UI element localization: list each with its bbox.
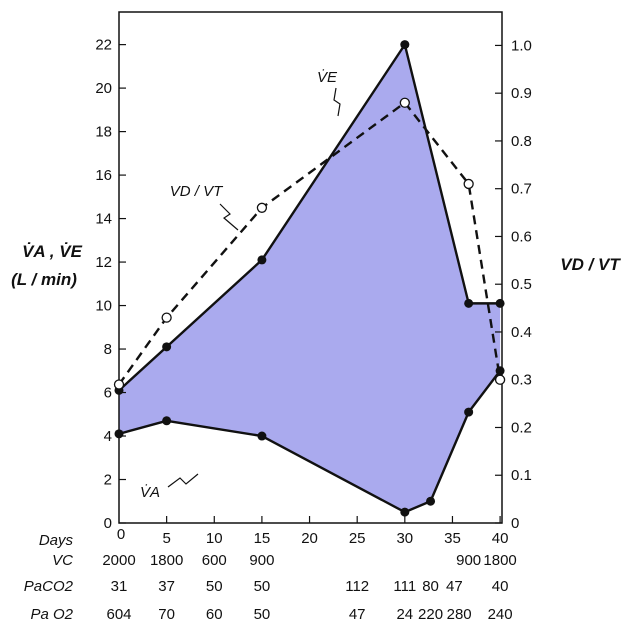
- table-vc-4: 900: [456, 552, 481, 569]
- x-tick-label-0: 0: [117, 526, 125, 543]
- x-tick-label-15: 15: [254, 530, 271, 547]
- left-tick-label-18: 18: [95, 124, 112, 141]
- right-axis-title: VD / VT: [560, 255, 621, 274]
- x-tick-label-30: 30: [396, 530, 413, 547]
- table-paco2-3: 50: [254, 578, 271, 595]
- vd-vt-point-1: [161, 312, 172, 323]
- va-label: V̇A: [140, 484, 160, 501]
- left-tick-label-0: 0: [104, 515, 112, 532]
- left-tick-label-20: 20: [95, 80, 112, 97]
- row-label-vc: VC: [52, 552, 73, 569]
- shaded-area: [119, 44, 501, 513]
- table-pao2-8: 240: [488, 606, 513, 623]
- table-paco2-2: 50: [206, 578, 223, 595]
- left-axis-unit: (L / min): [11, 270, 77, 289]
- table-vc-1: 1800: [150, 552, 183, 569]
- x-tick-label-40: 40: [492, 530, 509, 547]
- left-tick-label-16: 16: [95, 167, 112, 184]
- right-tick-label-9: 0.9: [511, 85, 532, 102]
- table-pao2-6: 220: [418, 606, 443, 623]
- vd-vt-leader: [219, 203, 239, 231]
- table-paco2-6: 80: [422, 578, 439, 595]
- table-vc-3: 900: [249, 552, 274, 569]
- right-tick-label-10: 1.0: [511, 37, 532, 54]
- vd-vt-point-2: [256, 202, 268, 213]
- table-paco2-1: 37: [158, 578, 175, 595]
- ve-leader: [333, 87, 341, 117]
- right-tick-label-3: 0.3: [511, 372, 532, 389]
- vd-vt-line: [118, 101, 502, 386]
- row-label-paco2: PaCO2: [24, 578, 74, 595]
- table-paco2-8: 40: [492, 578, 509, 595]
- ve-label: V̇E: [317, 69, 338, 86]
- left-tick-label-22: 22: [95, 37, 112, 54]
- left-axis-title: V̇A , V̇E: [22, 242, 82, 261]
- ve-point-5: [495, 298, 505, 308]
- table-pao2-5: 24: [396, 606, 413, 623]
- table-pao2-2: 60: [206, 606, 223, 623]
- left-tick-label-2: 2: [104, 472, 112, 489]
- table-paco2-4: 112: [345, 578, 369, 595]
- text-labels-group: 024681012141618202200.10.20.30.40.50.60.…: [11, 37, 621, 623]
- x-tick-label-10: 10: [206, 530, 223, 547]
- plot-frame: [118, 11, 503, 524]
- right-tick-label-8: 0.8: [511, 133, 532, 150]
- table-pao2-1: 70: [158, 606, 175, 623]
- table-vc-0: 2000: [102, 552, 135, 569]
- va-point-6: [495, 366, 505, 376]
- vd-vt-point-5: [494, 374, 506, 385]
- left-tick-label-4: 4: [104, 428, 112, 445]
- right-tick-label-0: 0: [511, 515, 519, 532]
- va-point-0: [114, 429, 124, 439]
- left-tick-label-10: 10: [95, 298, 112, 315]
- series-points-group: [113, 40, 506, 517]
- x-tick-label-35: 35: [444, 530, 461, 547]
- shaded-area-group: [119, 44, 501, 513]
- plot-frame-group: [118, 11, 503, 524]
- left-tick-label-12: 12: [95, 254, 112, 271]
- right-tick-label-2: 0.2: [511, 419, 532, 436]
- table-pao2-0: 604: [106, 606, 131, 623]
- right-tick-label-5: 0.5: [511, 276, 532, 293]
- axis-ticks-group: [119, 44, 502, 524]
- left-tick-label-8: 8: [104, 341, 112, 358]
- va-point-3: [400, 507, 410, 517]
- va-point-2: [257, 431, 267, 441]
- row-label-days: Days: [39, 532, 74, 549]
- right-tick-label-1: 0.1: [511, 467, 532, 484]
- ve-point-2: [257, 255, 267, 265]
- table-paco2-0: 31: [111, 578, 128, 595]
- table-paco2-7: 47: [446, 578, 463, 595]
- right-tick-label-6: 0.6: [511, 228, 532, 245]
- x-tick-label-25: 25: [349, 530, 366, 547]
- x-tick-label-20: 20: [301, 530, 318, 547]
- va-point-4: [426, 496, 436, 506]
- left-tick-label-14: 14: [95, 211, 112, 228]
- right-tick-label-7: 0.7: [511, 181, 532, 198]
- table-vc-5: 1800: [483, 552, 516, 569]
- table-paco2-5: 111: [393, 578, 416, 595]
- table-pao2-3: 50: [254, 606, 271, 623]
- right-tick-label-4: 0.4: [511, 324, 532, 341]
- table-vc-2: 600: [202, 552, 227, 569]
- vd-vt-label: VD / VT: [170, 183, 224, 200]
- ve-point-4: [464, 298, 474, 308]
- ve-point-3: [400, 40, 410, 50]
- va-leader: [167, 473, 199, 488]
- row-label-pao2: Pa O2: [30, 606, 73, 623]
- table-pao2-4: 47: [349, 606, 366, 623]
- left-tick-label-6: 6: [104, 385, 112, 402]
- x-tick-label-5: 5: [162, 530, 170, 547]
- ve-line: [118, 43, 501, 392]
- vd-vt-point-3: [399, 97, 410, 108]
- table-pao2-7: 280: [447, 606, 472, 623]
- va-point-1: [162, 416, 172, 426]
- ve-point-1: [162, 342, 172, 352]
- va-point-5: [464, 407, 474, 417]
- vd-vt-point-0: [113, 379, 125, 390]
- vd-vt-point-4: [463, 178, 474, 190]
